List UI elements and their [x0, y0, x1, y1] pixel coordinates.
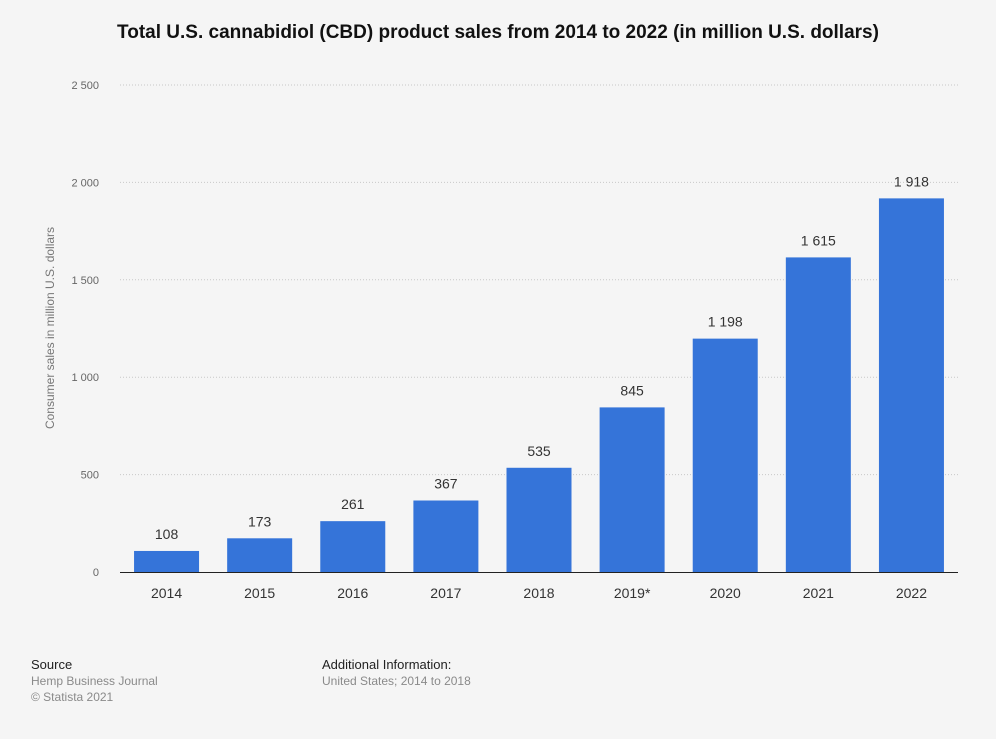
x-tick-label: 2016 — [337, 585, 368, 601]
y-tick-label: 1 500 — [71, 275, 99, 287]
source-block: Source Hemp Business Journal © Statista … — [31, 657, 158, 705]
data-label: 845 — [620, 382, 644, 398]
data-label: 173 — [248, 513, 272, 529]
additional-info-block: Additional Information: United States; 2… — [322, 657, 471, 689]
y-tick-label: 2 000 — [71, 177, 99, 189]
bar — [134, 550, 200, 572]
y-tick-label: 1 000 — [71, 372, 99, 384]
y-tick-label: 500 — [81, 470, 99, 482]
y-tick-label: 0 — [93, 567, 99, 579]
data-label: 1 615 — [801, 232, 836, 248]
copyright: © Statista 2021 — [31, 690, 114, 704]
bar — [227, 538, 293, 572]
x-tick-label: 2021 — [803, 585, 834, 601]
x-tick-label: 2014 — [151, 585, 182, 601]
bar — [878, 198, 944, 572]
x-tick-label: 2019* — [614, 585, 651, 601]
source-heading: Source — [31, 657, 73, 672]
bar — [320, 521, 386, 572]
bar — [692, 338, 758, 572]
chart-title: Total U.S. cannabidiol (CBD) product sal… — [117, 22, 879, 43]
data-label: 1 198 — [708, 314, 743, 330]
y-axis-label: Consumer sales in million U.S. dollars — [43, 227, 57, 429]
bar — [413, 500, 479, 572]
bar-chart: 0 500 1 000 1 500 2 000 2 500 Consumer sales i… — [43, 80, 958, 601]
data-label: 108 — [155, 526, 179, 542]
x-tick-label: 2020 — [710, 585, 741, 601]
y-tick-label: 2 500 — [71, 80, 99, 92]
x-tick-label: 2022 — [896, 585, 927, 601]
bar — [785, 257, 851, 572]
source-name[interactable]: Hemp Business Journal — [31, 674, 158, 688]
data-label: 1 918 — [894, 173, 929, 189]
x-tick-label: 2018 — [523, 585, 554, 601]
bar — [599, 407, 665, 572]
data-label: 367 — [434, 476, 458, 492]
bar — [506, 467, 572, 572]
x-tick-label: 2015 — [244, 585, 275, 601]
data-label: 535 — [527, 443, 551, 459]
data-label: 261 — [341, 496, 365, 512]
additional-info-heading: Additional Information: — [322, 657, 452, 672]
additional-info-text: United States; 2014 to 2018 — [322, 674, 471, 688]
x-tick-label: 2017 — [430, 585, 461, 601]
